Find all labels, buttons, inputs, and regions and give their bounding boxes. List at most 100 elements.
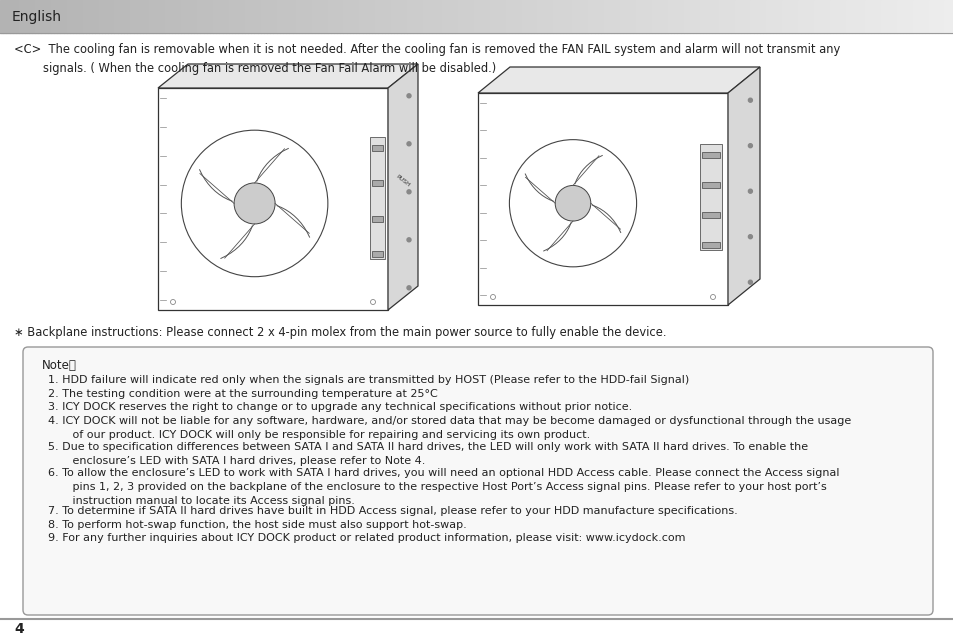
Bar	[222, 0, 226, 33]
Text: 5. Due to specification differences between SATA I and SATA II hard drives, the : 5. Due to specification differences betw…	[48, 442, 807, 466]
Bar	[943, 0, 946, 33]
Bar	[334, 0, 336, 33]
Bar	[155, 0, 159, 33]
Bar	[136, 0, 140, 33]
Bar	[219, 0, 222, 33]
Text: 3. ICY DOCK reserves the right to change or to upgrade any technical specificati: 3. ICY DOCK reserves the right to change…	[48, 403, 632, 412]
Bar	[184, 0, 188, 33]
Circle shape	[407, 190, 411, 194]
Bar	[260, 0, 264, 33]
Bar	[931, 0, 934, 33]
Bar	[381, 0, 384, 33]
Bar	[696, 0, 699, 33]
Bar	[565, 0, 569, 33]
Bar	[89, 0, 92, 33]
Bar	[946, 0, 950, 33]
Bar	[38, 0, 41, 33]
Bar	[841, 0, 845, 33]
Bar	[203, 0, 207, 33]
Bar	[531, 0, 534, 33]
Circle shape	[747, 144, 752, 148]
Bar	[3, 0, 7, 33]
Bar	[83, 0, 86, 33]
Bar	[610, 0, 613, 33]
Bar	[98, 0, 102, 33]
Text: 8. To perform hot-swap function, the host side must also support hot-swap.: 8. To perform hot-swap function, the hos…	[48, 520, 466, 530]
Bar	[540, 0, 543, 33]
Bar	[286, 0, 289, 33]
Bar	[438, 0, 441, 33]
Bar	[832, 0, 836, 33]
Bar	[238, 0, 241, 33]
Bar	[464, 0, 467, 33]
Circle shape	[747, 98, 752, 102]
Bar	[131, 0, 133, 33]
Bar	[432, 0, 436, 33]
Bar	[581, 0, 584, 33]
Bar	[226, 0, 229, 33]
Bar	[369, 0, 372, 33]
Bar	[822, 0, 826, 33]
Bar	[254, 0, 257, 33]
Bar	[743, 0, 746, 33]
Bar	[893, 0, 896, 33]
Bar	[781, 0, 784, 33]
Bar	[950, 0, 953, 33]
Bar	[359, 0, 362, 33]
Bar	[270, 0, 274, 33]
Circle shape	[747, 189, 752, 193]
Bar	[477, 93, 727, 305]
Bar	[95, 0, 98, 33]
Bar	[874, 0, 877, 33]
Bar	[346, 0, 350, 33]
Bar	[102, 0, 105, 33]
Bar	[384, 0, 388, 33]
Bar	[699, 0, 702, 33]
Bar	[941, 0, 943, 33]
Text: 6. To allow the enclosure’s LED to work with SATA I hard drives, you will need a: 6. To allow the enclosure’s LED to work …	[48, 468, 839, 506]
Bar	[245, 0, 248, 33]
Bar	[178, 0, 181, 33]
Bar	[67, 0, 70, 33]
Bar	[26, 0, 29, 33]
FancyBboxPatch shape	[23, 347, 932, 615]
Bar	[327, 0, 331, 33]
Bar	[708, 0, 712, 33]
Bar	[836, 0, 839, 33]
Bar	[737, 0, 740, 33]
Bar	[241, 0, 245, 33]
Bar	[169, 0, 172, 33]
Bar	[772, 0, 775, 33]
Bar	[403, 0, 407, 33]
Bar	[794, 0, 798, 33]
Bar	[798, 0, 801, 33]
Bar	[229, 0, 232, 33]
Bar	[476, 0, 479, 33]
Bar	[235, 0, 238, 33]
Bar	[172, 0, 174, 33]
Bar	[651, 0, 655, 33]
Bar	[569, 0, 572, 33]
Bar	[64, 0, 67, 33]
Bar	[556, 0, 559, 33]
Bar	[388, 0, 391, 33]
Bar	[372, 180, 382, 186]
Bar	[188, 0, 191, 33]
Bar	[543, 0, 546, 33]
Bar	[441, 0, 445, 33]
Bar	[784, 0, 788, 33]
Bar	[289, 0, 293, 33]
Bar	[29, 0, 31, 33]
Bar	[422, 0, 426, 33]
Bar	[400, 0, 403, 33]
Bar	[508, 0, 512, 33]
Bar	[378, 0, 381, 33]
Text: English: English	[12, 10, 62, 24]
Bar	[362, 0, 365, 33]
Bar	[724, 0, 727, 33]
Bar	[591, 0, 594, 33]
Bar	[305, 0, 308, 33]
Bar	[159, 0, 162, 33]
Bar	[302, 0, 305, 33]
Polygon shape	[477, 67, 760, 93]
